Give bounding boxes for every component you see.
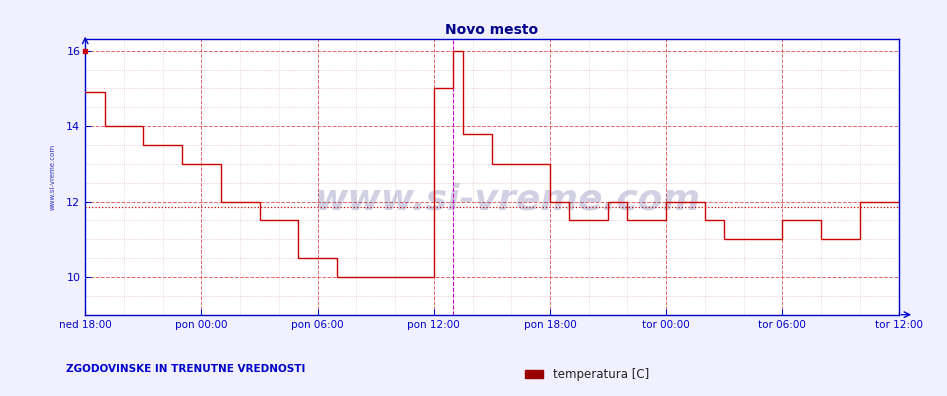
Text: www.si-vreme.com: www.si-vreme.com (315, 182, 701, 216)
Title: Novo mesto: Novo mesto (445, 23, 539, 37)
Legend: temperatura [C]: temperatura [C] (521, 364, 653, 386)
Text: ZGODOVINSKE IN TRENUTNE VREDNOSTI: ZGODOVINSKE IN TRENUTNE VREDNOSTI (66, 364, 306, 374)
Text: www.si-vreme.com: www.si-vreme.com (49, 144, 56, 210)
